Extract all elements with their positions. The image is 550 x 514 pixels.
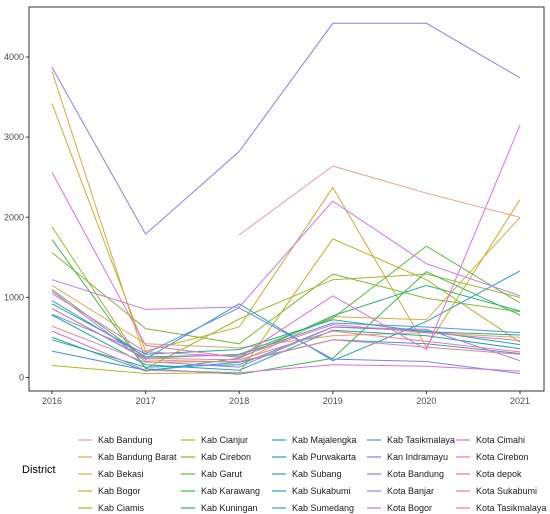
series-line-3 <box>51 103 521 352</box>
legend-label-19: Kota Bogor <box>387 503 432 513</box>
x-tick-label-1: 2017 <box>136 396 156 406</box>
legend-label-13: Kab Sukabumi <box>292 486 351 496</box>
y-axis: 0 1000 2000 3000 4000 <box>4 52 29 383</box>
series-line-5 <box>51 226 521 370</box>
legend-title: District <box>22 464 56 476</box>
legend-label-9: Kab Kuningan <box>201 503 258 513</box>
x-tick-label-0: 2016 <box>42 396 62 406</box>
legend-label-6: Kab Cirebon <box>201 452 251 462</box>
y-tick-label-0: 0 <box>19 373 24 383</box>
series-line-23 <box>51 308 521 361</box>
series-line-22 <box>51 292 521 358</box>
legend-label-20: Kota Cimahi <box>476 435 525 445</box>
y-tick-label-2: 2000 <box>4 212 24 222</box>
legend-label-17: Kota Bandung <box>387 469 444 479</box>
legend-label-16: Kan Indramayu <box>387 452 448 462</box>
legend-label-22: Kota depok <box>476 469 522 479</box>
y-tick-label-1: 1000 <box>4 292 24 302</box>
legend-label-8: Kab Karawang <box>201 486 260 496</box>
series-line-24 <box>51 325 521 363</box>
series-line-19 <box>51 200 521 310</box>
series-layer <box>51 22 521 375</box>
series-line-20 <box>51 330 521 374</box>
legend-label-4: Kab Ciamis <box>98 503 145 513</box>
x-tick-label-4: 2020 <box>416 396 436 406</box>
legend-label-23: Kota Sukabumi <box>476 486 537 496</box>
legend-label-10: Kab Majalengka <box>292 435 357 445</box>
legend-label-18: Kota Banjar <box>387 486 434 496</box>
legend-label-1: Kab Bandung Barat <box>98 452 177 462</box>
legend-label-14: Kab Sumedang <box>292 503 354 513</box>
series-line-16 <box>51 307 521 374</box>
legend-label-2: Kab Bekasi <box>98 469 144 479</box>
x-tick-label-5: 2021 <box>510 396 530 406</box>
legend-label-7: Kab Garut <box>201 469 243 479</box>
series-line-9 <box>51 284 521 372</box>
legend-label-21: Kota Cirebon <box>476 452 529 462</box>
series-line-17 <box>51 22 521 235</box>
y-tick-label-3: 3000 <box>4 132 24 142</box>
legend-label-5: Kab Cianjur <box>201 435 248 445</box>
legend-label-12: Kab Subang <box>292 469 342 479</box>
series-line-0 <box>238 165 521 236</box>
legend-label-0: Kab Bandung <box>98 435 153 445</box>
legend: District Kab Bandung Kab Bandung Barat Kab… <box>22 435 546 513</box>
legend-label-24: Kota Tasikmalaya <box>476 503 546 513</box>
series-line-10 <box>51 303 521 355</box>
series-line-21 <box>51 124 521 359</box>
legend-label-15: Kab Tasikmalaya <box>387 435 455 445</box>
legend-label-11: Kab Purwakarta <box>292 452 356 462</box>
x-axis: 2016 2017 2018 2019 2020 2021 <box>42 391 530 406</box>
legend-label-3: Kab Bogor <box>98 486 141 496</box>
x-tick-label-2: 2018 <box>229 396 249 406</box>
y-tick-label-4: 4000 <box>4 52 24 62</box>
x-tick-label-3: 2019 <box>323 396 343 406</box>
